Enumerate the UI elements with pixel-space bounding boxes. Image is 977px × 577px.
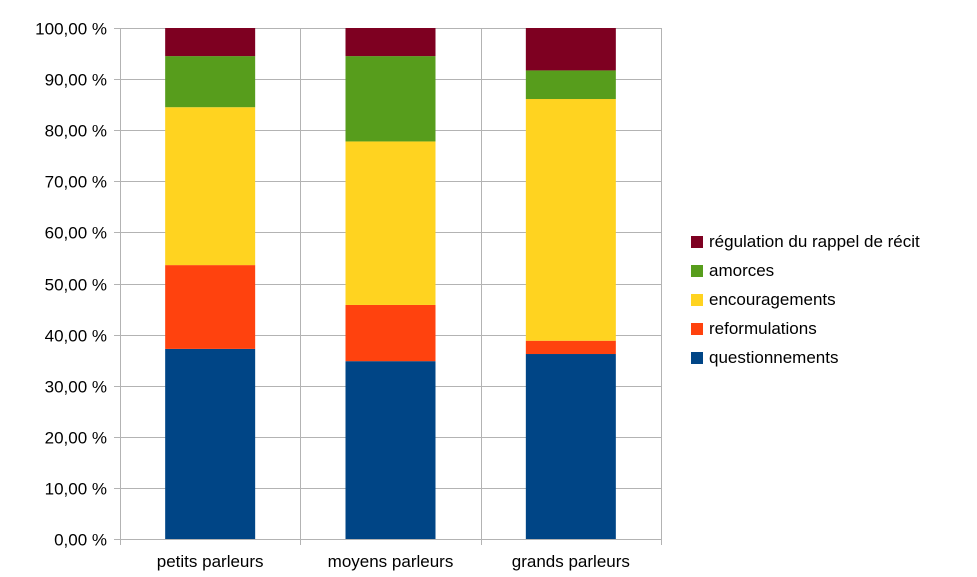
x-tick-label: moyens parleurs bbox=[328, 552, 454, 571]
y-tick-label: 70,00 % bbox=[45, 173, 107, 192]
legend: régulation du rappel de récit amorces enco… bbox=[691, 232, 920, 367]
legend-swatch bbox=[691, 236, 703, 248]
bar-segment bbox=[165, 28, 256, 57]
legend-swatch bbox=[691, 352, 703, 364]
y-tick-label: 30,00 % bbox=[45, 378, 107, 397]
bar-segment bbox=[345, 361, 436, 539]
axes: 0,00 % 10,00 % 20,00 % 30,00 % 40,00 % 50,00 … bbox=[35, 20, 630, 572]
y-tick-label: 80,00 % bbox=[45, 122, 107, 141]
x-tick-label: grands parleurs bbox=[512, 552, 630, 571]
y-tick-label: 20,00 % bbox=[45, 429, 107, 448]
legend-label: régulation du rappel de récit bbox=[709, 232, 920, 251]
bar-segment bbox=[345, 56, 436, 142]
y-tick-label: 40,00 % bbox=[45, 327, 107, 346]
bar-segment bbox=[165, 107, 256, 266]
legend-swatch bbox=[691, 294, 703, 306]
y-tick-label: 100,00 % bbox=[35, 20, 107, 39]
y-tick-label: 60,00 % bbox=[45, 224, 107, 243]
bar-segment bbox=[525, 354, 616, 539]
bar-segment bbox=[345, 141, 436, 305]
bars bbox=[165, 28, 616, 539]
x-tick-label: petits parleurs bbox=[157, 552, 264, 571]
legend-label: amorces bbox=[709, 261, 774, 280]
bar-segment bbox=[345, 28, 436, 57]
bar-segment bbox=[345, 304, 436, 362]
bar-segment bbox=[525, 340, 616, 355]
legend-swatch bbox=[691, 265, 703, 277]
bar-segment bbox=[165, 348, 256, 539]
bar-segment bbox=[525, 99, 616, 341]
y-tick-label: 50,00 % bbox=[45, 276, 107, 295]
y-tick-label: 10,00 % bbox=[45, 480, 107, 499]
bar-segment bbox=[525, 28, 616, 71]
legend-label: reformulations bbox=[709, 319, 817, 338]
legend-swatch bbox=[691, 323, 703, 335]
legend-label: encouragements bbox=[709, 290, 836, 309]
y-tick-label: 0,00 % bbox=[54, 531, 107, 550]
y-tick-label: 90,00 % bbox=[45, 71, 107, 90]
bar-segment bbox=[525, 70, 616, 100]
bar-segment bbox=[165, 265, 256, 349]
bar-segment bbox=[165, 56, 256, 108]
legend-label: questionnements bbox=[709, 348, 838, 367]
